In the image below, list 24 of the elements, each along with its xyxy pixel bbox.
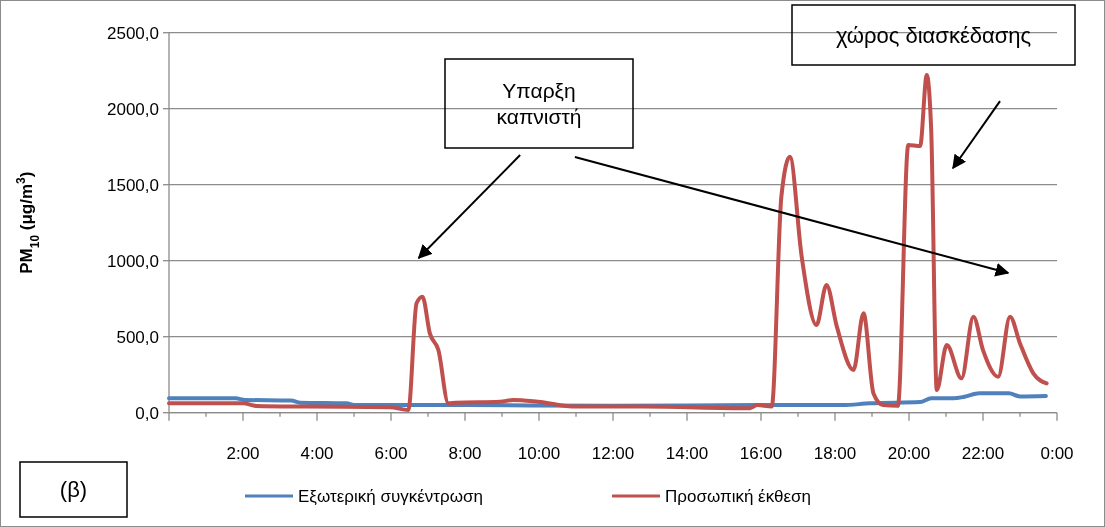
x-tick-label: 10:00 <box>517 443 561 463</box>
y-tick-label: 1000,0 <box>107 251 159 271</box>
x-tick-label: 20:00 <box>887 443 931 463</box>
x-tick-label: 0:00 <box>1040 443 1074 463</box>
x-tick-label: 12:00 <box>591 443 635 463</box>
text: (β) <box>59 477 88 503</box>
annotation: χώρος διασκέδασης <box>835 22 1032 48</box>
y-tick-label: 500,0 <box>116 327 159 347</box>
annotation: Υπαρξη καπνιστή <box>496 78 582 128</box>
x-tick-label: 22:00 <box>961 443 1005 463</box>
line-series <box>167 72 1049 412</box>
legend-label: Προσωπική έκθεση <box>665 486 811 506</box>
x-tick-label: 4:00 <box>300 443 334 463</box>
y-tick-label: 2500,0 <box>107 23 159 43</box>
x-tick-label: 18:00 <box>813 443 857 463</box>
x-tick-label: 2:00 <box>226 443 260 463</box>
y-tick-label: 2000,0 <box>107 99 159 119</box>
x-tick-label: 16:00 <box>739 443 783 463</box>
y-tick-label: 0,0 <box>135 403 159 423</box>
y-tick-label: 1500,0 <box>107 175 159 195</box>
x-tick-label: 8:00 <box>448 443 482 463</box>
legend-label: Εξωτερική συγκέντρωση <box>298 486 483 506</box>
x-tick-label: 6:00 <box>374 443 408 463</box>
x-tick-label: 14:00 <box>665 443 709 463</box>
